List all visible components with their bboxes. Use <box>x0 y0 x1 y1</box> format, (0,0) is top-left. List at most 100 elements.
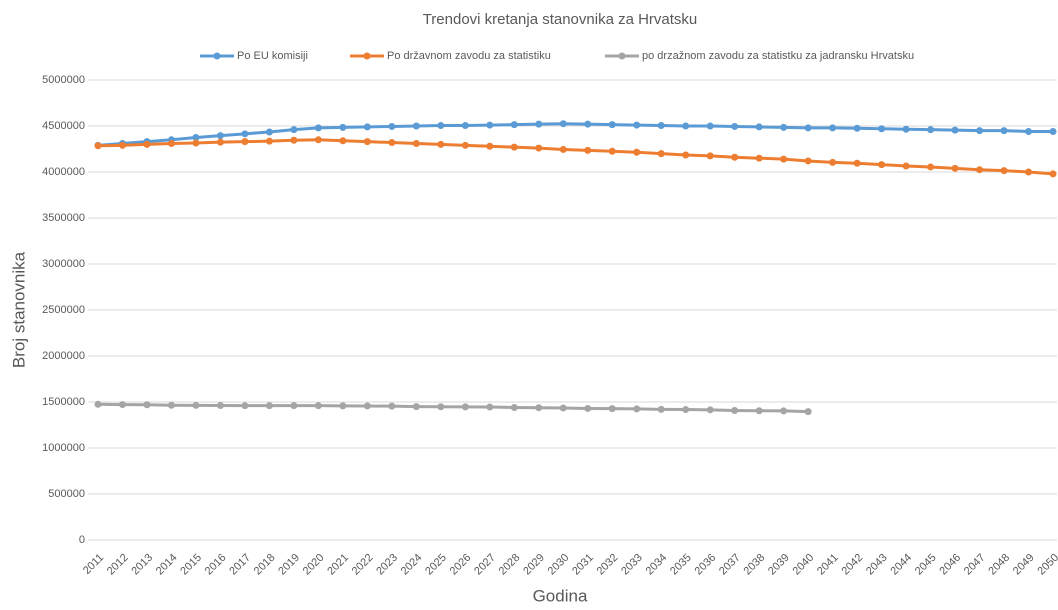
data-point <box>412 122 420 130</box>
x-tick-label: 2035 <box>668 552 694 578</box>
x-tick-label: 2033 <box>619 552 645 578</box>
data-point <box>829 124 837 132</box>
x-tick-label: 2037 <box>717 552 743 578</box>
data-point <box>804 157 812 165</box>
data-point <box>314 136 322 144</box>
data-point <box>731 406 739 414</box>
x-tick-label: 2038 <box>742 552 768 578</box>
x-tick-label: 2043 <box>864 552 890 578</box>
data-point <box>363 138 371 146</box>
data-point <box>265 137 273 145</box>
series-line <box>97 122 1053 147</box>
data-point <box>902 162 910 170</box>
data-point <box>118 141 126 149</box>
data-point <box>829 158 837 166</box>
x-tick-label: 2015 <box>178 552 204 578</box>
data-point <box>657 405 665 413</box>
data-point <box>216 401 224 409</box>
data-point <box>731 122 739 130</box>
chart-title: Trendovi kretanja stanovnika za Hrvatsku <box>423 11 698 28</box>
data-point <box>706 152 714 160</box>
x-tick-label: 2030 <box>546 552 572 578</box>
y-tick-label: 1500000 <box>42 396 85 408</box>
data-point <box>461 403 469 411</box>
data-point <box>633 121 641 129</box>
data-point <box>192 139 200 147</box>
data-point <box>412 403 420 411</box>
data-point <box>584 146 592 154</box>
data-point <box>143 140 151 148</box>
y-tick-label: 5000000 <box>42 74 85 86</box>
data-point <box>388 122 396 130</box>
data-point <box>314 402 322 410</box>
data-point <box>584 120 592 128</box>
x-tick-label: 2048 <box>986 552 1012 578</box>
data-point <box>363 123 371 131</box>
x-tick-label: 2023 <box>374 552 400 578</box>
x-tick-label: 2028 <box>497 552 523 578</box>
data-point <box>682 406 690 414</box>
data-point <box>339 123 347 131</box>
x-tick-label: 2017 <box>227 552 253 578</box>
data-point <box>1049 128 1057 136</box>
x-axis-label: Godina <box>533 586 588 605</box>
data-point <box>976 127 984 135</box>
legend-marker <box>213 52 221 60</box>
data-point <box>853 159 861 167</box>
x-tick-label: 2036 <box>693 552 719 578</box>
data-point <box>682 122 690 130</box>
legend-marker <box>618 52 626 60</box>
x-tick-label: 2050 <box>1035 552 1058 578</box>
data-point <box>339 137 347 145</box>
data-point <box>216 138 224 146</box>
y-tick-label: 4500000 <box>42 120 85 132</box>
data-point <box>437 140 445 148</box>
data-point <box>437 122 445 130</box>
x-tick-label: 2040 <box>791 552 817 578</box>
x-tick-label: 2045 <box>913 552 939 578</box>
legend-marker <box>363 52 371 60</box>
x-tick-label: 2047 <box>962 552 988 578</box>
data-point <box>216 132 224 140</box>
x-tick-label: 2025 <box>423 552 449 578</box>
y-tick-label: 0 <box>79 534 85 546</box>
legend-label: po drzažnom zavodu za statistku za jadra… <box>642 50 914 62</box>
data-point <box>902 125 910 133</box>
x-tick-label: 2032 <box>595 552 621 578</box>
x-tick-label: 2027 <box>472 552 498 578</box>
x-tick-label: 2046 <box>937 552 963 578</box>
data-point <box>486 142 494 150</box>
data-point <box>951 164 959 172</box>
x-tick-label: 2034 <box>644 552 670 578</box>
x-tick-label: 2042 <box>839 552 865 578</box>
data-point <box>731 153 739 161</box>
x-tick-label: 2029 <box>521 552 547 578</box>
data-point <box>192 401 200 409</box>
data-point <box>878 161 886 169</box>
data-point <box>559 145 567 153</box>
data-point <box>804 124 812 132</box>
y-tick-label: 2000000 <box>42 350 85 362</box>
data-point <box>878 125 886 133</box>
data-point <box>608 147 616 155</box>
data-point <box>951 126 959 134</box>
data-point <box>755 407 763 415</box>
data-point <box>755 154 763 162</box>
data-point <box>339 402 347 410</box>
data-point <box>1025 168 1033 176</box>
data-point <box>314 124 322 132</box>
data-point <box>510 404 518 412</box>
x-tick-label: 2019 <box>276 552 302 578</box>
data-point <box>657 122 665 130</box>
data-point <box>633 405 641 413</box>
series-line <box>97 138 1054 176</box>
data-point <box>241 402 249 410</box>
x-tick-label: 2013 <box>129 552 155 578</box>
data-point <box>241 130 249 138</box>
data-point <box>510 121 518 129</box>
x-tick-label: 2041 <box>815 552 841 578</box>
data-point <box>437 403 445 411</box>
data-point <box>608 405 616 413</box>
data-point <box>486 121 494 129</box>
